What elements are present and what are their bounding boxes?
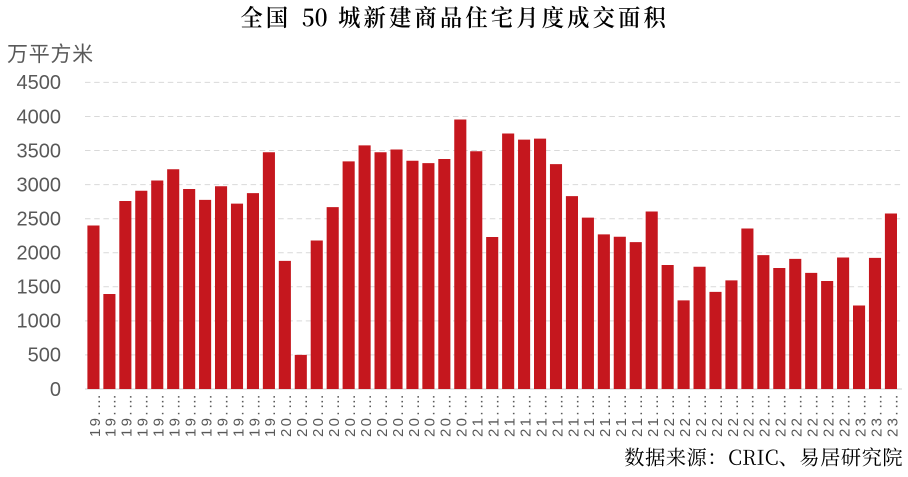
- svg-text:23.…: 23.…: [852, 392, 869, 437]
- svg-text:3500: 3500: [17, 140, 62, 162]
- svg-text:20.…: 20.…: [454, 392, 471, 437]
- svg-text:21.…: 21.…: [533, 392, 550, 437]
- svg-text:21.…: 21.…: [549, 392, 566, 437]
- svg-text:1000: 1000: [17, 311, 62, 333]
- svg-text:19.…: 19.…: [230, 392, 247, 437]
- svg-text:22.…: 22.…: [693, 392, 710, 437]
- svg-text:21.…: 21.…: [613, 392, 630, 437]
- svg-text:19.…: 19.…: [246, 392, 263, 437]
- svg-text:19.…: 19.…: [103, 392, 120, 437]
- svg-text:20.…: 20.…: [278, 392, 295, 437]
- svg-text:20.…: 20.…: [342, 392, 359, 437]
- svg-text:19.…: 19.…: [198, 392, 215, 437]
- svg-text:1500: 1500: [17, 277, 62, 299]
- svg-text:20.…: 20.…: [326, 392, 343, 437]
- svg-text:23.…: 23.…: [884, 392, 901, 437]
- svg-text:22.…: 22.…: [805, 392, 822, 437]
- svg-text:4500: 4500: [17, 72, 62, 94]
- svg-text:20.…: 20.…: [422, 392, 439, 437]
- svg-text:2500: 2500: [17, 209, 62, 231]
- svg-text:19.…: 19.…: [182, 392, 199, 437]
- svg-text:21.…: 21.…: [486, 392, 503, 437]
- svg-text:22.…: 22.…: [677, 392, 694, 437]
- svg-text:19.…: 19.…: [262, 392, 279, 437]
- svg-text:20.…: 20.…: [310, 392, 327, 437]
- svg-text:20.…: 20.…: [294, 392, 311, 437]
- svg-text:21.…: 21.…: [470, 392, 487, 437]
- svg-text:22.…: 22.…: [773, 392, 790, 437]
- svg-text:22.…: 22.…: [820, 392, 837, 437]
- svg-text:21.…: 21.…: [581, 392, 598, 437]
- svg-text:22.…: 22.…: [661, 392, 678, 437]
- svg-text:22.…: 22.…: [709, 392, 726, 437]
- svg-text:20.…: 20.…: [406, 392, 423, 437]
- svg-text:21.…: 21.…: [565, 392, 582, 437]
- svg-text:4000: 4000: [17, 106, 62, 128]
- svg-text:21.…: 21.…: [501, 392, 518, 437]
- svg-text:19.…: 19.…: [119, 392, 136, 437]
- svg-text:0: 0: [50, 379, 61, 401]
- svg-text:2000: 2000: [17, 243, 62, 265]
- svg-text:23.…: 23.…: [868, 392, 885, 437]
- svg-text:19.…: 19.…: [167, 392, 184, 437]
- svg-text:21.…: 21.…: [645, 392, 662, 437]
- svg-text:3000: 3000: [17, 174, 62, 196]
- svg-text:22.…: 22.…: [725, 392, 742, 437]
- svg-text:21.…: 21.…: [517, 392, 534, 437]
- svg-text:19.…: 19.…: [135, 392, 152, 437]
- svg-text:20.…: 20.…: [438, 392, 455, 437]
- svg-text:21.…: 21.…: [597, 392, 614, 437]
- svg-text:19.…: 19.…: [87, 392, 104, 437]
- svg-text:22.…: 22.…: [836, 392, 853, 437]
- svg-text:22.…: 22.…: [757, 392, 774, 437]
- svg-text:20.…: 20.…: [358, 392, 375, 437]
- svg-text:19.…: 19.…: [214, 392, 231, 437]
- svg-text:19.…: 19.…: [151, 392, 168, 437]
- svg-text:22.…: 22.…: [741, 392, 758, 437]
- svg-text:21.…: 21.…: [629, 392, 646, 437]
- svg-text:20.…: 20.…: [374, 392, 391, 437]
- svg-text:500: 500: [28, 345, 61, 367]
- svg-text:20.…: 20.…: [390, 392, 407, 437]
- svg-text:22.…: 22.…: [789, 392, 806, 437]
